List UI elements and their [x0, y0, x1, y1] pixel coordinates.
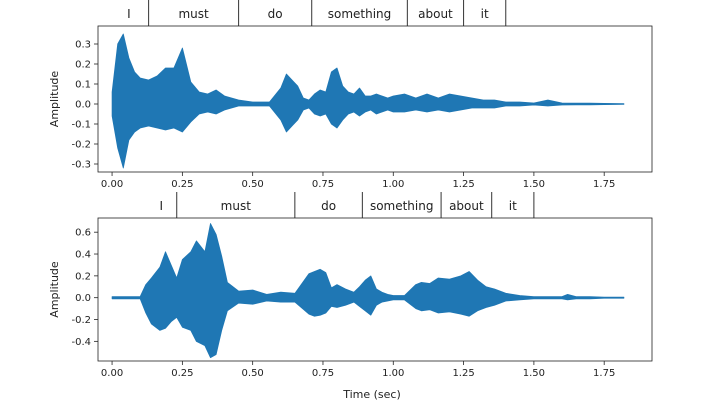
- y-tick-label: -0.3: [71, 160, 91, 171]
- y-tick-label: 0.0: [75, 100, 91, 111]
- y-tick-label: 0.2: [75, 60, 91, 71]
- x-tick-label: 0.75: [312, 179, 334, 190]
- y-tick-label: -0.1: [71, 120, 91, 131]
- x-tick-label: 0.00: [101, 179, 123, 190]
- y-tick-label: 0.2: [75, 271, 91, 282]
- x-tick-label: 1.25: [452, 368, 474, 379]
- word-label-about: about: [418, 7, 453, 21]
- word-label-it: it: [509, 199, 517, 213]
- x-tick-label: 0.00: [101, 368, 123, 379]
- x-tick-label: 1.50: [523, 368, 545, 379]
- x-tick-label: 1.50: [523, 179, 545, 190]
- word-label-must: must: [178, 7, 209, 21]
- y-tick-label: 0.1: [75, 80, 91, 91]
- y-tick-label: 0.0: [75, 293, 91, 304]
- plot-frame: [97, 217, 653, 362]
- word-label-it: it: [481, 7, 489, 21]
- x-tick-label: 0.25: [171, 368, 193, 379]
- x-tick-label: 1.75: [593, 179, 615, 190]
- x-tick-label: 0.50: [242, 179, 264, 190]
- word-label-do: do: [321, 199, 336, 213]
- x-axis-label: Time (sec): [342, 388, 401, 401]
- y-axis-label: Amplitude: [48, 261, 61, 318]
- x-tick-label: 0.75: [312, 368, 334, 379]
- word-label-do: do: [268, 7, 283, 21]
- y-tick-label: 0.3: [75, 40, 91, 51]
- word-label-must: must: [221, 199, 252, 213]
- y-tick-label: -0.4: [71, 337, 91, 348]
- waveform-series: [111, 33, 625, 169]
- word-label-i: I: [127, 7, 131, 21]
- y-tick-label: -0.2: [71, 140, 91, 151]
- x-tick-label: 0.25: [171, 179, 193, 190]
- y-tick-label: -0.2: [71, 315, 91, 326]
- word-label-i: I: [160, 199, 164, 213]
- word-label-about: about: [449, 199, 484, 213]
- y-tick-label: 0.6: [75, 228, 91, 239]
- word-label-something: something: [370, 199, 434, 213]
- x-tick-label: 0.50: [242, 368, 264, 379]
- x-tick-label: 1.00: [382, 179, 404, 190]
- x-tick-label: 1.75: [593, 368, 615, 379]
- x-tick-label: 1.00: [382, 368, 404, 379]
- x-tick-label: 1.25: [452, 179, 474, 190]
- plot-frame: [97, 25, 653, 173]
- word-label-something: something: [328, 7, 392, 21]
- y-tick-label: 0.4: [75, 250, 91, 261]
- y-axis-label: Amplitude: [48, 71, 61, 128]
- waveform-series: [111, 223, 625, 359]
